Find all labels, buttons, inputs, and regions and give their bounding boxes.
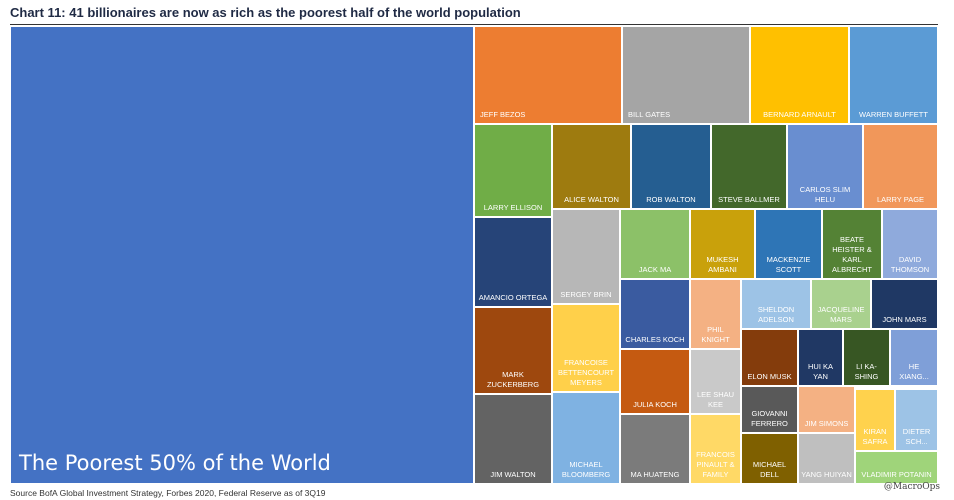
treemap-cell: LARRY ELLISON — [474, 124, 552, 217]
chart-title: Chart 11: 41 billionaires are now as ric… — [10, 5, 521, 20]
cell-label: JIM SIMONS — [804, 419, 849, 428]
cell-label: FRANCOIS PINAULT & FAMILY — [696, 450, 735, 479]
treemap-cell: ALICE WALTON — [552, 124, 631, 209]
poorest-half-label: The Poorest 50% of the World — [19, 451, 331, 475]
treemap-cell: FRANCOISE BETTENCOURT MEYERS — [552, 304, 620, 392]
treemap-cell: JEFF BEZOS — [474, 26, 622, 124]
treemap-cell: VLADIMIR POTANIN — [855, 451, 938, 484]
cell-label: STEVE BALLMER — [718, 195, 780, 204]
treemap: The Poorest 50% of the World JEFF BEZOS BI… — [10, 26, 938, 484]
cell-label: LARRY PAGE — [876, 195, 925, 204]
cell-label: JACQUELINE MARS — [817, 305, 865, 324]
treemap-cell: CARLOS SLIM HELU — [787, 124, 863, 209]
watermark-handle: @MacroOps — [883, 482, 940, 492]
treemap-cell: STEVE BALLMER — [711, 124, 787, 209]
treemap-cell: DIETER SCH... — [895, 389, 938, 451]
treemap-cell: MARK ZUCKERBERG — [474, 307, 552, 394]
treemap-cell: ROB WALTON — [631, 124, 711, 209]
cell-label: PHIL KNIGHT — [701, 325, 730, 344]
cell-label: BERNARD ARNAULT — [763, 110, 836, 119]
cell-label: MICHAEL BLOOMBERG — [561, 460, 611, 479]
treemap-cell: JACK MA — [620, 209, 690, 279]
treemap-cell: FRANCOIS PINAULT & FAMILY — [690, 414, 741, 484]
treemap-cell: ELON MUSK — [741, 329, 798, 386]
cell-label: JEFF BEZOS — [480, 110, 526, 119]
cell-label: MA HUATENG — [630, 470, 680, 479]
treemap-cell: HE XIANG... — [890, 329, 938, 386]
treemap-cell: SERGEY BRIN — [552, 209, 620, 304]
treemap-cell: JACQUELINE MARS — [811, 279, 871, 329]
cell-label: HE XIANG... — [899, 362, 929, 381]
cell-label: GIOVANNI FERRERO — [751, 409, 788, 428]
cell-label: JULIA KOCH — [633, 400, 677, 409]
cell-label: CHARLES KOCH — [625, 335, 685, 344]
cell-label: MUKESH AMBANI — [706, 255, 739, 274]
cell-label: DAVID THOMSON — [890, 255, 930, 274]
treemap-cell: YANG HUIYAN — [798, 433, 855, 484]
treemap-cell: BERNARD ARNAULT — [750, 26, 849, 124]
treemap-cell: LARRY PAGE — [863, 124, 938, 209]
treemap-cell: JIM WALTON — [474, 394, 552, 484]
cell-label: YANG HUIYAN — [801, 470, 852, 479]
cell-label: JIM WALTON — [490, 470, 536, 479]
treemap-cell: BEATE HEISTER & KARL ALBRECHT — [822, 209, 882, 279]
cell-label: JACK MA — [638, 265, 672, 274]
treemap-cell: CHARLES KOCH — [620, 279, 690, 349]
title-rule — [10, 24, 938, 25]
treemap-cell: JULIA KOCH — [620, 349, 690, 414]
cell-label: BEATE HEISTER & KARL ALBRECHT — [831, 235, 872, 274]
treemap-cell: JOHN MARS — [871, 279, 938, 329]
treemap-cell: MICHAEL BLOOMBERG — [552, 392, 620, 484]
treemap-cell: KIRAN SAFRA — [855, 389, 895, 451]
cell-label: MARK ZUCKERBERG — [486, 370, 540, 389]
source-note: Source BofA Global Investment Strategy, … — [10, 488, 326, 498]
cell-label: WARREN BUFFETT — [859, 110, 928, 119]
cell-label: HUI KA YAN — [807, 362, 833, 381]
treemap-cell: JIM SIMONS — [798, 386, 855, 433]
cell-label: MACKENZIE SCOTT — [766, 255, 811, 274]
treemap-cell: MA HUATENG — [620, 414, 690, 484]
cell-label: DIETER SCH... — [902, 427, 931, 446]
cell-label: MICHAEL DELL — [752, 460, 787, 479]
treemap-cell: AMANCIO ORTEGA — [474, 217, 552, 307]
cell-label: LI KA-SHING — [854, 362, 879, 381]
treemap-cell: GIOVANNI FERRERO — [741, 386, 798, 433]
treemap-cell: LEE SHAU KEE — [690, 349, 741, 414]
treemap-cell: HUI KA YAN — [798, 329, 843, 386]
cell-label: JOHN MARS — [882, 315, 927, 324]
treemap-cell: SHELDON ADELSON — [741, 279, 811, 329]
treemap-cell: BILL GATES — [622, 26, 750, 124]
cell-label: ELON MUSK — [747, 372, 792, 381]
treemap-cell: PHIL KNIGHT — [690, 279, 741, 349]
treemap-cell: DAVID THOMSON — [882, 209, 938, 279]
cell-label: LEE SHAU KEE — [696, 390, 735, 409]
treemap-cell: MUKESH AMBANI — [690, 209, 755, 279]
cell-label: ALICE WALTON — [564, 195, 619, 204]
cell-label: BILL GATES — [628, 110, 671, 119]
treemap-cell: MICHAEL DELL — [741, 433, 798, 484]
cell-label: ROB WALTON — [646, 195, 696, 204]
treemap-cell: MACKENZIE SCOTT — [755, 209, 822, 279]
cell-label: CARLOS SLIM HELU — [799, 185, 851, 204]
treemap-cell: LI KA-SHING — [843, 329, 890, 386]
cell-label: VLADIMIR POTANIN — [861, 470, 932, 479]
cell-label: KIRAN SAFRA — [862, 427, 888, 446]
cell-label: FRANCOISE BETTENCOURT MEYERS — [557, 358, 615, 387]
cell-label: SHELDON ADELSON — [757, 305, 795, 324]
cell-label: AMANCIO ORTEGA — [478, 293, 548, 302]
cell-label: LARRY ELLISON — [483, 203, 543, 212]
treemap-cell-poorest-half: The Poorest 50% of the World — [10, 26, 474, 484]
treemap-cell: WARREN BUFFETT — [849, 26, 938, 124]
cell-label: SERGEY BRIN — [560, 290, 612, 299]
